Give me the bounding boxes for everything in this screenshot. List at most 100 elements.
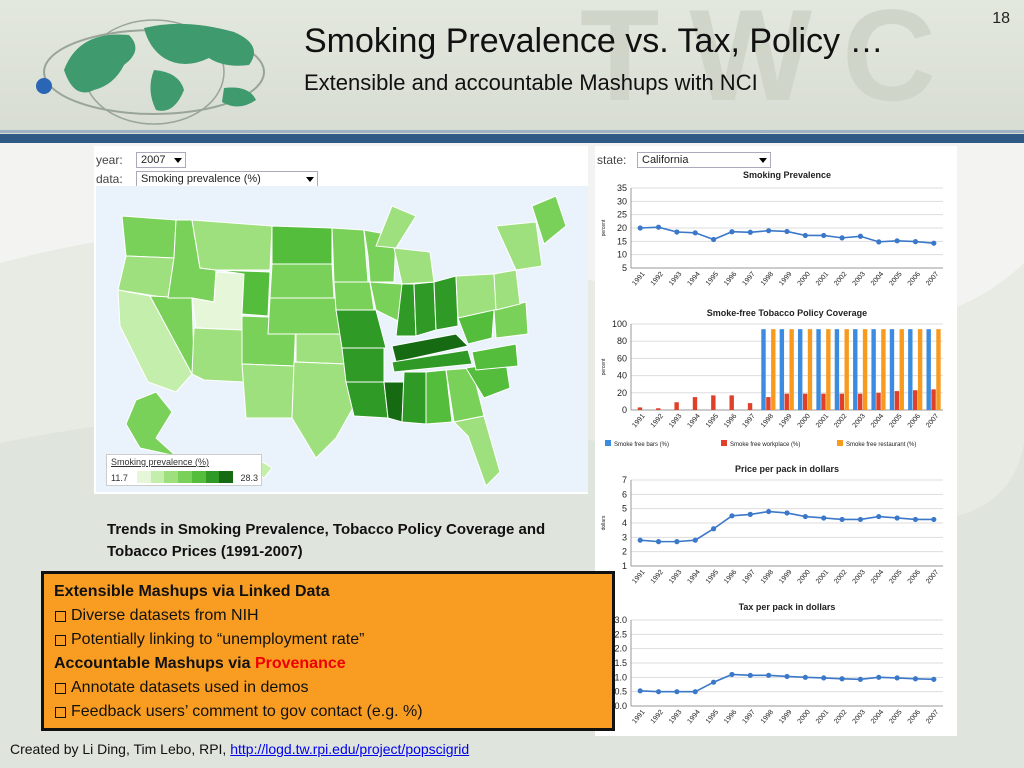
data-point [931,516,937,523]
tax-per-pack-chart: Tax per pack in dollars 0.0 0.5 1.0 1.5 2.0 2.… [614,602,943,726]
data-point [931,676,937,682]
chevron-down-icon [174,158,182,163]
legend-swatch [605,440,611,446]
legend-swatch [164,471,179,483]
data-point [766,672,772,678]
x-tick-label: 1996 [723,413,738,430]
credit-text: Created by Li Ding, Tim Lebo, RPI, [10,741,231,757]
legend-swatch [137,471,151,483]
bar [771,329,776,410]
x-tick-label: 1998 [760,569,775,586]
us-map-panel: year: 2007 data: Smoking prevalence (%) [94,146,588,494]
data-point [747,672,753,678]
x-tick-label: 1993 [668,413,683,430]
y-tick-label: 4 [622,518,627,528]
y-tick-label: 1.0 [614,672,627,682]
x-tick-label: 2005 [888,271,903,288]
us-states-map[interactable] [96,186,588,492]
x-tick-label: 1995 [705,413,720,430]
map-legend: Smoking prevalence (%) 11.7 28.3 [106,454,262,486]
bar [816,329,821,410]
x-tick-label: 1999 [778,271,793,288]
x-tick-label: 2007 [925,569,940,586]
state-select-value: California [642,154,689,166]
chart-title: Smoking Prevalence [743,170,831,180]
data-point [655,689,662,695]
y-tick-label: 3.0 [614,615,627,625]
slide-header: TWC 18 Smoking Prevalence vs. Tax, Polic… [0,0,1024,134]
x-tick-label: 1998 [760,709,775,726]
x-tick-label: 2000 [797,413,812,430]
summary-box: Extensible Mashups via Linked Data Diver… [41,571,615,731]
x-tick-label: 2006 [907,413,922,430]
data-point [710,236,717,243]
data-point [894,515,900,521]
legend-color-scale [137,471,234,483]
year-label: year: [96,153,123,167]
legend-min: 11.7 [111,473,128,483]
y-tick-label: 0 [622,405,627,415]
x-tick-label: 1997 [741,569,756,586]
x-tick-label: 1992 [650,413,665,430]
y-tick-label: 60 [617,353,627,363]
policy-coverage-chart: Smoke-free Tobacco Policy Coverage 0 20 40 6… [601,308,943,448]
bar [784,393,789,410]
state-charts-panel: state: California Smoking Prevalence 5 10 1… [595,146,957,736]
x-tick-label: 2002 [833,271,848,288]
y-tick-label: 2.5 [614,629,627,639]
chart-caption: Trends in Smoking Prevalence, Tobacco Po… [107,521,546,560]
bar [926,329,931,410]
x-tick-label: 1995 [705,569,720,586]
x-tick-label: 2006 [907,569,922,586]
x-tick-label: 2001 [815,569,830,586]
data-point [839,235,845,241]
state-label: state: [597,153,627,167]
bullet-text: Feedback users’ comment to gov contact (… [71,703,423,720]
chart-title: Tax per pack in dollars [739,602,836,612]
bar [871,329,876,410]
y-tick-label: 15 [617,236,627,246]
data-point [655,224,662,230]
choropleth-map[interactable]: Smoking prevalence (%) 11.7 28.3 [96,186,588,492]
x-tick-label: 2001 [815,271,830,288]
bar [839,393,845,410]
bar [894,391,900,410]
x-tick-label: 1999 [778,413,793,430]
bar [862,329,868,410]
y-tick-label: 0.5 [614,687,627,697]
bar [729,395,734,410]
bullet-text: Potentially linking to “unemployment rat… [71,631,365,648]
x-tick-label: 2002 [833,569,848,586]
x-tick-label: 2007 [925,709,940,726]
y-tick-label: 40 [617,371,627,381]
year-control: year: 2007 [96,152,186,168]
data-select[interactable]: Smoking prevalence (%) [136,171,318,187]
legend-swatch [150,471,165,483]
state-select[interactable]: California [637,152,771,168]
x-tick-label: 1994 [686,271,701,288]
legend-entry: Smoke free bars (%) [614,442,669,448]
x-tick-label: 1992 [650,569,665,586]
data-point [839,516,845,523]
data-point [637,537,643,543]
data-point [674,539,680,545]
project-link[interactable]: http://logd.tw.rpi.edu/project/popscigri… [230,741,470,757]
data-point [766,508,772,515]
y-axis-label: dollars [601,515,607,530]
x-tick-label: 2003 [852,569,867,586]
summary-heading-provenance: Accountable Mashups via Provenance [54,652,602,676]
globe-logo-icon [36,19,265,125]
x-tick-label: 2004 [870,271,885,288]
x-tick-label: 1991 [631,271,646,288]
y-tick-label: 30 [617,196,627,206]
heading-highlight: Provenance [254,655,346,672]
y-tick-label: 100 [612,319,627,329]
bar [761,329,766,410]
data-point [784,228,790,235]
bar [747,403,753,410]
x-tick-label: 2004 [870,709,885,726]
checkbox-bullet-icon [55,682,66,694]
year-select[interactable]: 2007 [136,152,186,168]
bar [692,397,698,410]
slide-subtitle: Extensible and accountable Mashups with … [304,70,758,95]
